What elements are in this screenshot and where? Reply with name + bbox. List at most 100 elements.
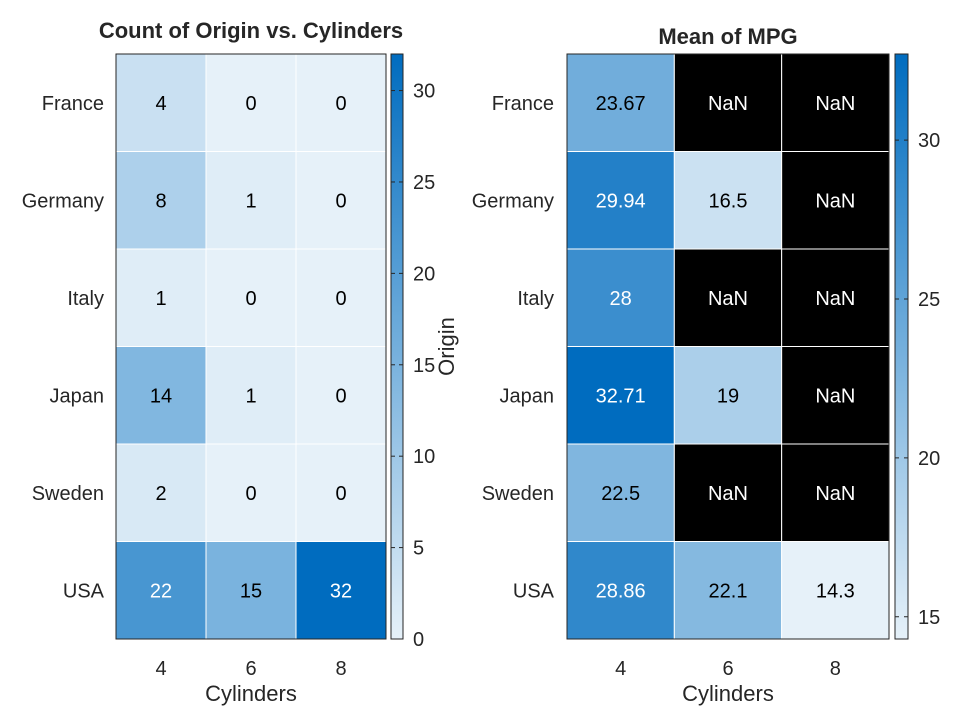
heatmap-cell: [295, 346, 387, 445]
cell-value-label: 22: [150, 580, 172, 602]
count-heatmap-panel: 4 0 08 1 01 0 014 1 02 0 022 15 324 6 8FranceGermanyIt…: [22, 18, 436, 706]
y-tick-label: Sweden: [482, 483, 554, 505]
heatmap-cell: [566, 346, 675, 445]
cell-value-label: 22.5: [601, 483, 640, 505]
cell-value-label: 16.5: [709, 190, 748, 212]
cell-value-label: 29.94: [596, 190, 646, 212]
heatmap-cell: [673, 151, 783, 250]
y-tick-label: Japan: [50, 385, 105, 407]
x-tick-label: 8: [830, 658, 841, 680]
cell-value-label: 0: [245, 93, 256, 115]
heatmap-cell: [205, 53, 297, 152]
colorbar: [894, 53, 909, 640]
heatmap-cell: [115, 346, 207, 445]
cell-value-label: NaN: [815, 483, 855, 505]
heatmap-cell: [673, 443, 783, 542]
cell-value-label: 0: [245, 288, 256, 310]
cell-value-label: 1: [245, 385, 256, 407]
y-tick-label: USA: [63, 580, 105, 602]
cell-value-label: 28.86: [596, 580, 646, 602]
heatmap-cell: [115, 53, 207, 152]
heatmap-cell: [205, 541, 297, 640]
colorbar-tick-label: 25: [918, 289, 940, 311]
x-tick-label: 6: [245, 658, 256, 680]
cell-value-label: 8: [155, 190, 166, 212]
cell-value-label: NaN: [815, 288, 855, 310]
heatmap-cell: [566, 53, 675, 152]
cell-value-label: 0: [335, 483, 346, 505]
cell-value-label: 0: [335, 190, 346, 212]
heatmap-cell: [673, 248, 783, 347]
cell-value-label: 32.71: [596, 385, 646, 407]
heatmap-cell: [295, 151, 387, 250]
cell-value-label: 0: [335, 288, 346, 310]
cell-value-label: 19: [717, 385, 739, 407]
cell-value-label: 23.67: [596, 93, 646, 115]
y-tick-label: USA: [513, 580, 555, 602]
colorbar-tick-label: 30: [918, 130, 940, 152]
y-tick-label: France: [42, 93, 104, 115]
y-tick-label: Germany: [472, 190, 554, 212]
cell-value-label: NaN: [815, 93, 855, 115]
y-tick-label: France: [492, 93, 554, 115]
heatmap-cell: [205, 248, 297, 347]
cell-value-label: 1: [245, 190, 256, 212]
colorbar-tick-label: 25: [413, 172, 435, 194]
heatmap-cell: [115, 151, 207, 250]
y-tick-label: Japan: [500, 385, 555, 407]
cell-value-label: NaN: [708, 483, 748, 505]
y-tick-label: Italy: [517, 288, 554, 310]
x-tick-label: 8: [335, 658, 346, 680]
colorbar-tick-label: 20: [413, 263, 435, 285]
heatmap-cell: [781, 346, 890, 445]
cell-value-label: 32: [330, 580, 352, 602]
cell-value-label: NaN: [815, 190, 855, 212]
cell-value-label: 0: [335, 93, 346, 115]
cell-value-label: 2: [155, 483, 166, 505]
cell-value-label: NaN: [708, 288, 748, 310]
y-tick-label: Italy: [67, 288, 104, 310]
colorbar: [390, 53, 404, 640]
colorbar-tick-label: 15: [918, 607, 940, 629]
colorbar-tick-label: 10: [413, 446, 435, 468]
heatmap-cell: [205, 151, 297, 250]
cell-value-label: 22.1: [709, 580, 748, 602]
y-axis-label: Origin: [434, 317, 459, 376]
cell-value-label: 1: [155, 288, 166, 310]
heatmap-cell: [673, 53, 783, 152]
chart-title: Mean of MPG: [658, 24, 797, 49]
chart-title: Count of Origin vs. Cylinders: [99, 18, 403, 43]
heatmap-cell: [295, 541, 387, 640]
cell-value-label: 15: [240, 580, 262, 602]
heatmap-cell: [205, 443, 297, 542]
y-tick-label: Germany: [22, 190, 104, 212]
x-axis-label: Cylinders: [682, 681, 774, 706]
axes-box: [115, 53, 387, 640]
heatmap-cell: [781, 53, 890, 152]
cell-value-label: NaN: [708, 93, 748, 115]
cell-value-label: 14.3: [816, 580, 855, 602]
colorbar-tick-label: 20: [918, 448, 940, 470]
colorbar-tick-label: 30: [413, 81, 435, 103]
colorbar-tick-label: 0: [413, 629, 424, 651]
cell-value-label: 0: [245, 483, 256, 505]
x-axis-label: Cylinders: [205, 681, 297, 706]
cell-value-label: 0: [335, 385, 346, 407]
cell-value-label: 14: [150, 385, 172, 407]
axes-box: [566, 53, 890, 640]
heatmap-cell: [781, 541, 890, 640]
cell-value-label: NaN: [815, 385, 855, 407]
x-tick-label: 6: [722, 658, 733, 680]
mean-mpg-heatmap-panel: 23.67 NaN NaN 29.94 16.5 NaN 28 NaN NaN 32.71 19 Na…: [434, 24, 940, 706]
x-tick-label: 4: [155, 658, 166, 680]
heatmap-cell: [115, 443, 207, 542]
heatmap-cell: [673, 541, 783, 640]
colorbar-tick-label: 15: [413, 355, 435, 377]
heatmap-cell: [295, 443, 387, 542]
cell-value-label: 4: [155, 93, 166, 115]
colorbar-tick-label: 5: [413, 538, 424, 560]
cell-value-label: 28: [610, 288, 632, 310]
y-tick-label: Sweden: [32, 483, 104, 505]
x-tick-label: 4: [615, 658, 626, 680]
